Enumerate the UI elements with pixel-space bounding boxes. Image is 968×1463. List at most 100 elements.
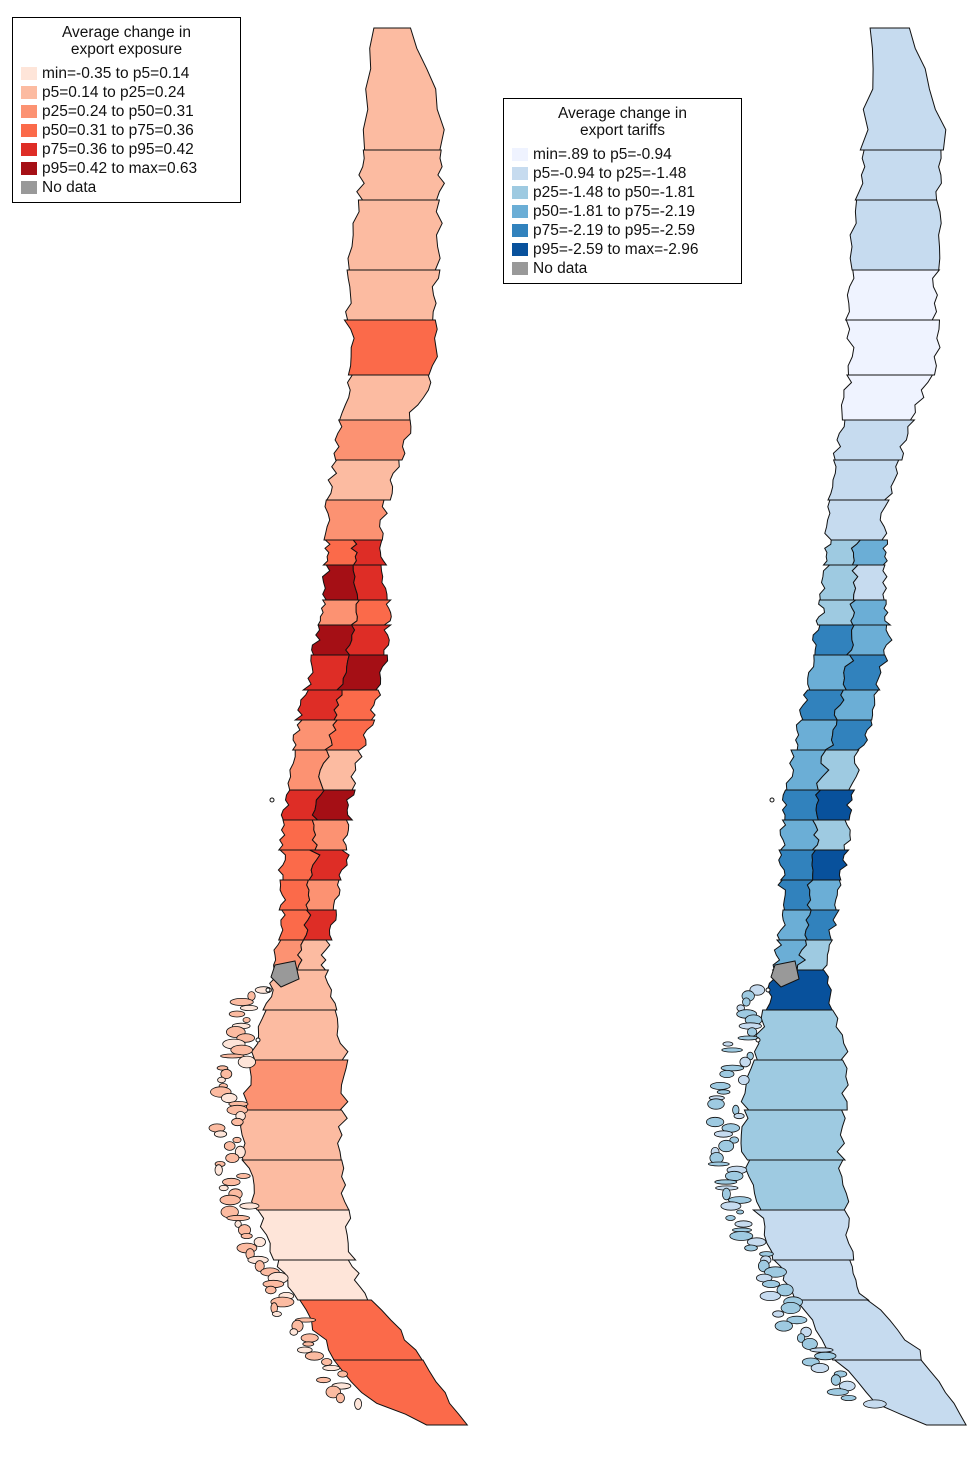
island [289,1328,299,1336]
region-6 [333,419,412,461]
island [707,1161,730,1167]
island [242,1017,251,1023]
region-11-west [815,599,858,626]
island [722,1041,734,1047]
island [737,1075,750,1086]
island [736,1209,744,1215]
region-6 [832,419,916,461]
offshore-island [769,797,775,803]
region-20-east [806,879,842,911]
legend-item-p95-max: p95=-2.59 to max=-2.96 [512,240,733,259]
region-10-east [352,564,388,601]
island [776,1283,794,1297]
no-data-region [270,960,300,988]
island [830,1374,842,1386]
island [705,1116,725,1128]
island [214,1164,223,1176]
region-27 [241,1159,350,1211]
legend-item-p5-p25: p5=0.14 to p25=0.24 [21,83,232,102]
island [302,1341,315,1347]
island [321,1358,333,1366]
island [223,1141,236,1151]
island [762,1280,781,1289]
island [725,1170,744,1182]
island [863,1399,887,1409]
region-12-east [845,624,893,656]
island [722,1187,731,1201]
island [742,997,751,1007]
region-20-east [305,879,341,911]
island [725,1215,736,1221]
region-5 [840,374,934,421]
island [719,1070,735,1079]
legend-item-p50-p75: p50=-1.81 to p75=-2.19 [512,202,733,221]
island [796,1333,806,1343]
island [810,1363,830,1374]
island [237,1055,256,1069]
island [759,1291,781,1302]
region-1 [854,149,942,201]
region-18-west [779,819,820,851]
island [826,1388,849,1396]
region-17-west [781,789,822,821]
legend-swatch [512,186,528,199]
legend-item-p25-p50: p25=0.24 to p50=0.31 [21,102,232,121]
island [840,1395,857,1402]
region-13-east [842,654,889,691]
region-18-east [311,819,350,851]
legend-item-no-data: No data [21,178,232,197]
legend-swatch [21,67,37,80]
legend-swatch [512,148,528,161]
region-24 [251,1009,349,1061]
island [228,1010,246,1018]
island [316,1376,331,1384]
export-tariffs-legend: Average change in export tariffs min=.89… [503,98,742,284]
region-20-west [278,879,311,911]
island [271,1311,282,1317]
offshore-island [765,987,771,993]
island [240,1233,253,1240]
legend-swatch [21,124,37,137]
island [739,1056,751,1068]
island [219,1194,241,1206]
region-11-west [317,599,361,626]
region-3 [345,269,441,321]
legend-title: Average change in export tariffs [558,105,687,139]
offshore-island [255,1037,261,1043]
island [721,1047,743,1053]
region-9-east [850,539,889,566]
no-data-region [770,960,800,988]
island [225,1153,240,1164]
legend-swatch [21,86,37,99]
island [809,1347,834,1353]
island [220,1053,245,1059]
island [733,1112,745,1120]
region-19-west [778,849,817,881]
region-11-east [849,599,892,626]
island [220,1068,233,1080]
legend-item-p25-p50: p25=-1.48 to p50=-1.81 [512,183,733,202]
legend-item-p50-p75: p50=0.31 to p75=0.36 [21,121,232,140]
island [707,1098,725,1110]
region-28 [751,1209,855,1261]
legend-item-p75-p95: p75=-2.19 to p95=-2.59 [512,221,733,240]
island [718,1139,735,1153]
region-4 [845,319,941,376]
region-21-east [302,909,337,941]
legend-swatch [512,243,528,256]
region-8 [824,499,890,541]
island [234,1220,242,1228]
region-19-east [811,849,850,881]
region-28 [256,1209,357,1261]
island [222,1177,241,1187]
island [764,1266,787,1278]
island [814,1351,837,1361]
legend-item-p95-max: p95=0.42 to max=0.63 [21,159,232,178]
region-8 [323,499,388,541]
offshore-island [755,1037,761,1043]
region-14-west [293,689,343,721]
island [300,1333,319,1343]
region-7 [827,459,900,501]
island [354,1398,363,1410]
region-0 [362,27,445,151]
